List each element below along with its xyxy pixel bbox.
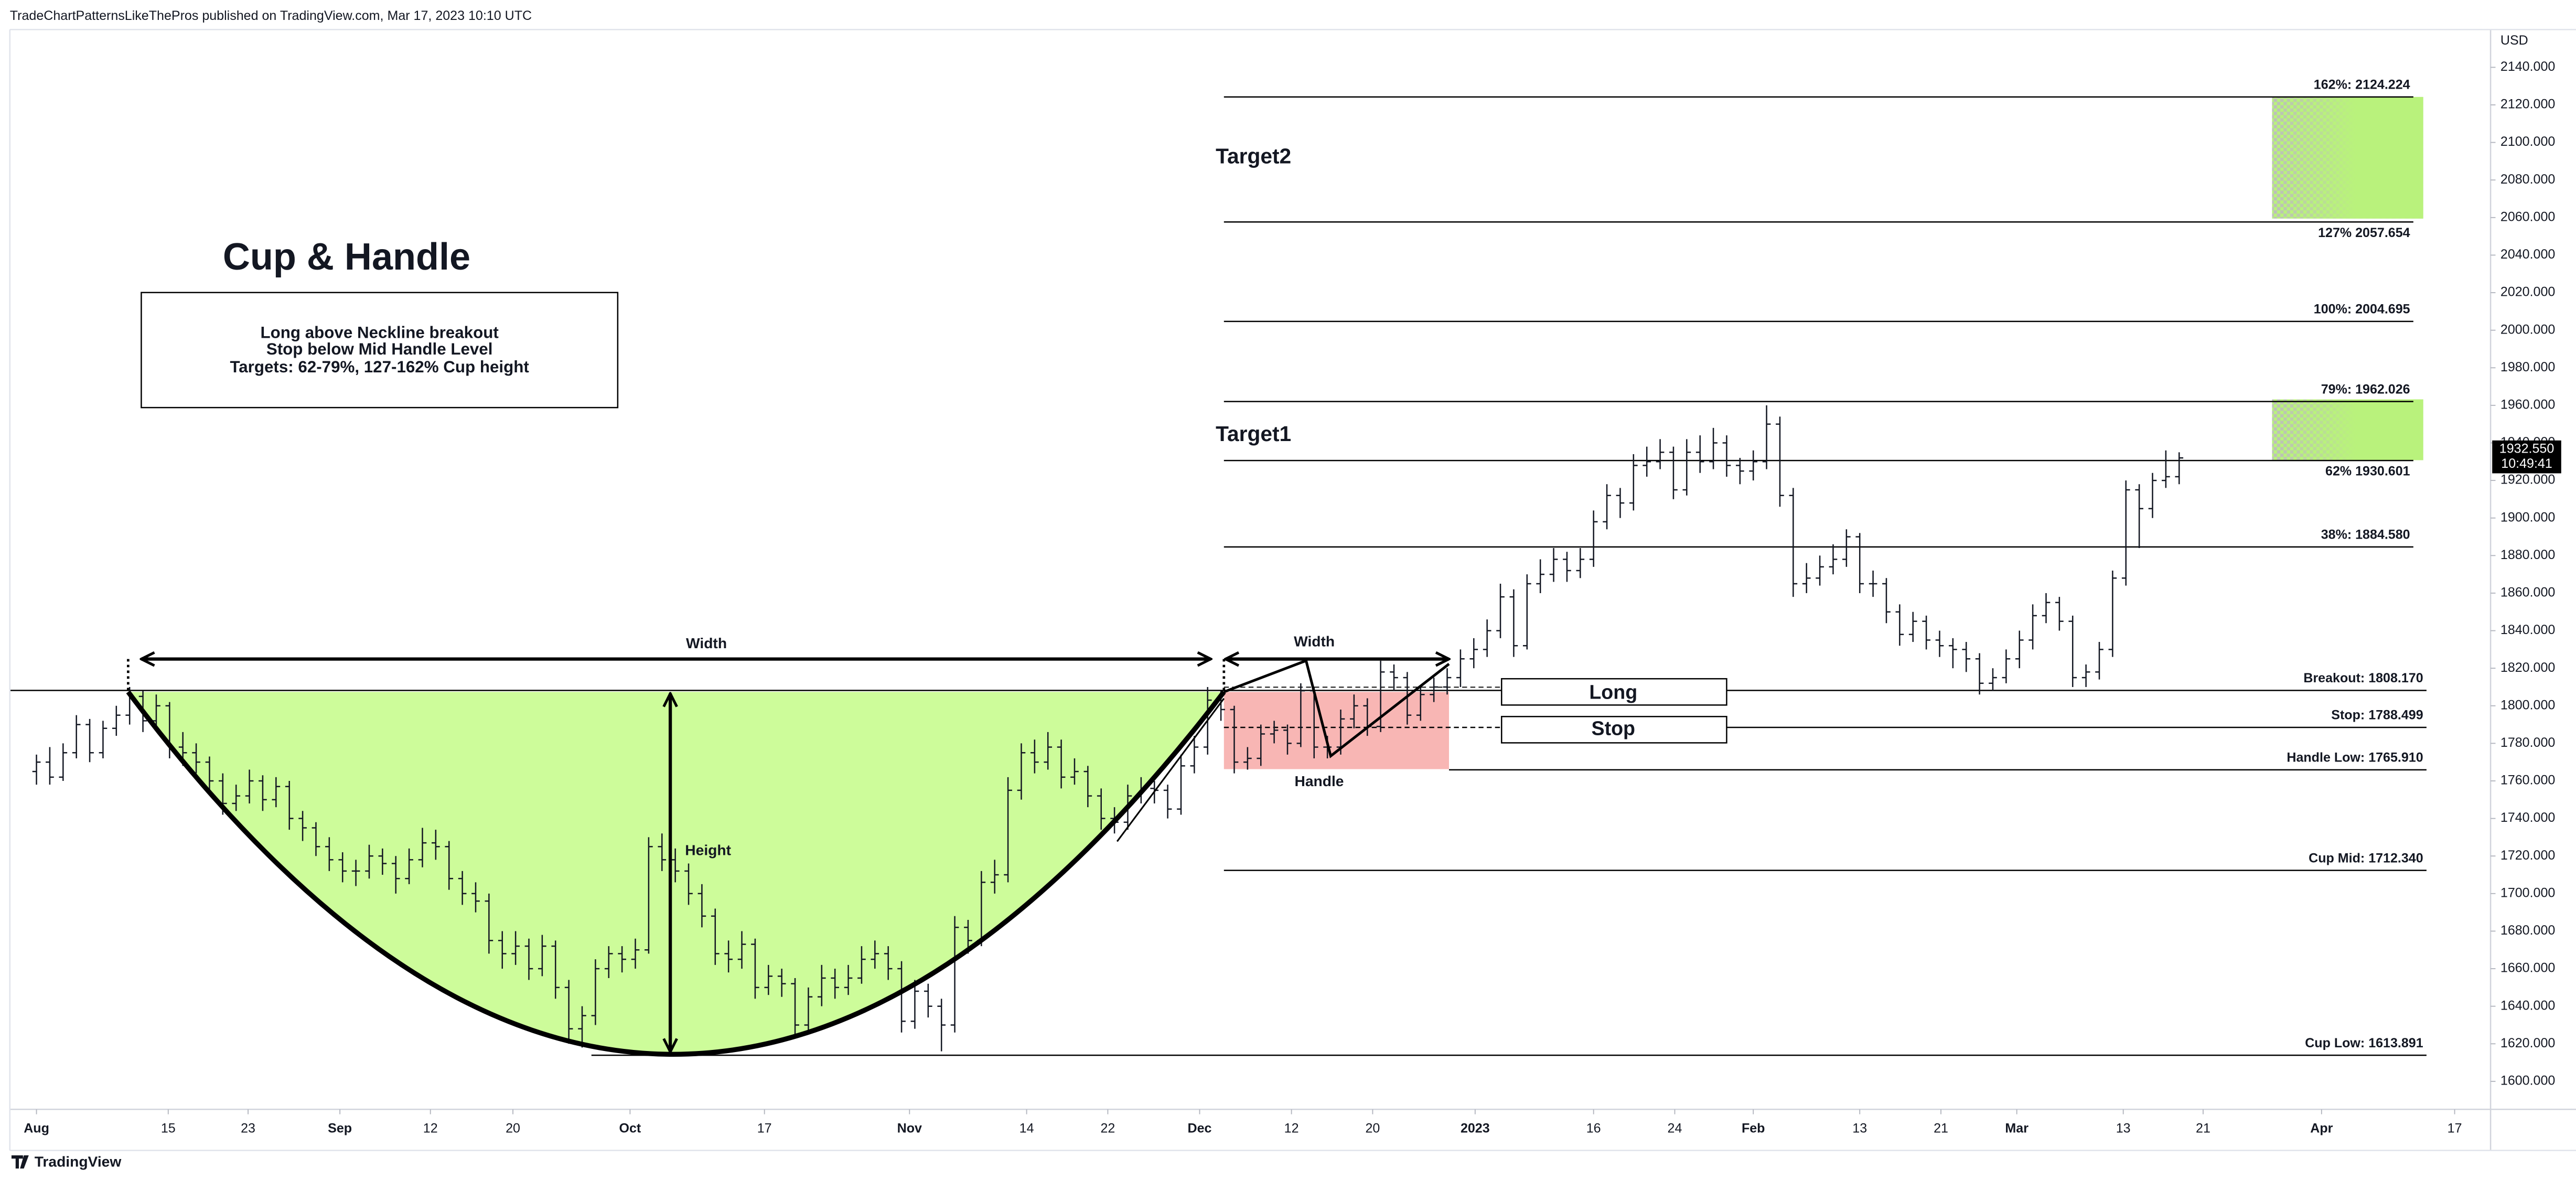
x-tick-label: 13: [1852, 1121, 1867, 1135]
annotation: Stop: [1592, 717, 1635, 739]
level-label: Handle Low: 1765.910: [2287, 750, 2423, 765]
y-tick-label: 1700.000: [2500, 885, 2555, 900]
x-tick-label: Dec: [1188, 1121, 1212, 1135]
x-tick-label: 16: [1586, 1121, 1601, 1135]
x-tick-label: Apr: [2310, 1121, 2333, 1135]
footer: TradingView: [35, 1153, 122, 1170]
y-tick-label: 1900.000: [2500, 510, 2555, 524]
x-tick-label: 13: [2116, 1121, 2131, 1135]
y-tick-label: 2140.000: [2500, 59, 2555, 74]
y-tick-label: 2000.000: [2500, 322, 2555, 337]
level-label: 100%: 2004.695: [2314, 302, 2410, 317]
x-tick-label: 17: [2448, 1121, 2462, 1135]
x-tick-label: 22: [1100, 1121, 1115, 1135]
x-tick-label: 2023: [1461, 1121, 1490, 1135]
x-tick-label: Oct: [619, 1121, 641, 1135]
level-label: Cup Mid: 1712.340: [2309, 851, 2423, 865]
y-tick-label: 2060.000: [2500, 209, 2555, 224]
x-tick-label: Feb: [1742, 1121, 1765, 1135]
y-tick-label: 1660.000: [2500, 961, 2555, 975]
y-tick-label: 1840.000: [2500, 623, 2555, 637]
x-tick-label: Aug: [24, 1121, 49, 1135]
y-tick-label: 1620.000: [2500, 1036, 2555, 1050]
y-tick-label: 2040.000: [2500, 247, 2555, 262]
y-tick-label: 1800.000: [2500, 698, 2555, 712]
chart-title: Cup & Handle: [223, 236, 470, 278]
level-label: Cup Low: 1613.891: [2305, 1036, 2423, 1050]
last-price: 1932.550: [2499, 442, 2554, 456]
y-tick-label: 2100.000: [2500, 134, 2555, 149]
y-tick-label: 2080.000: [2500, 172, 2555, 187]
stop-box: [1500, 716, 1727, 744]
x-tick-label: 14: [1019, 1121, 1034, 1135]
x-tick-label: 23: [241, 1121, 255, 1135]
x-tick-label: 21: [1934, 1121, 1948, 1135]
y-tick-label: 1720.000: [2500, 848, 2555, 863]
y-tick-label: 1880.000: [2500, 548, 2555, 562]
x-tick-label: 21: [2196, 1121, 2210, 1135]
level-label: Breakout: 1808.170: [2303, 671, 2423, 685]
x-tick-label: 20: [506, 1121, 520, 1135]
x-tick-label: Mar: [2005, 1121, 2028, 1135]
y-tick-label: 1960.000: [2500, 398, 2555, 412]
x-tick-label: Sep: [328, 1121, 352, 1135]
y-tick-label: 1980.000: [2500, 360, 2555, 374]
price-bars: [32, 405, 2184, 1052]
y-tick-label: 1820.000: [2500, 660, 2555, 675]
y-tick-label: 1740.000: [2500, 810, 2555, 825]
currency: USD: [2500, 33, 2528, 48]
y-tick-label: 1640.000: [2500, 998, 2555, 1013]
y-tick-label: 2120.000: [2500, 97, 2555, 112]
levels: 162%: 2124.224 127% 2057.654 100%: 2004.69…: [9, 78, 2427, 1056]
axes: 1600.000 1620.000 1640.000 1660.000 1680.000…: [24, 59, 2561, 1135]
annotation: Target1: [1216, 422, 1291, 446]
y-tick-label: 1680.000: [2500, 923, 2555, 938]
level-label: 38%: 1884.580: [2321, 528, 2410, 542]
note-box: [141, 292, 619, 409]
note: Long above Neckline breakout: [260, 323, 499, 341]
annotation: Target2: [1216, 144, 1291, 168]
footer-logo: [11, 1155, 29, 1169]
x-tick-label: 12: [1284, 1121, 1299, 1135]
level-label: 62% 1930.601: [2325, 464, 2410, 479]
trend-line: [1116, 698, 1225, 842]
level-label: 127% 2057.654: [2318, 226, 2410, 240]
note: Targets: 62-79%, 127-162% Cup height: [230, 358, 529, 376]
x-tick-label: 17: [757, 1121, 772, 1135]
annotation: Handle: [1295, 773, 1344, 789]
long-box: [1500, 678, 1727, 706]
x-tick-label: 15: [161, 1121, 176, 1135]
y-tick-label: 1860.000: [2500, 585, 2555, 600]
target1-zone-fade: [2272, 399, 2423, 460]
header: TradeChartPatternsLikeThePros published …: [10, 8, 532, 23]
annotation: Height: [685, 842, 731, 859]
x-tick-label: 24: [1668, 1121, 1682, 1135]
annotation: Width: [1294, 633, 1335, 650]
annotation: Long: [1589, 681, 1637, 703]
level-label: Stop: 1788.499: [2331, 708, 2423, 723]
x-tick-label: 20: [1365, 1121, 1380, 1135]
x-tick-label: Nov: [897, 1121, 922, 1135]
y-tick-label: 1600.000: [2500, 1074, 2555, 1088]
note: Stop below Mid Handle Level: [266, 340, 493, 358]
countdown: 10:49:41: [2501, 456, 2552, 471]
y-tick-label: 2020.000: [2500, 285, 2555, 299]
level-label: 79%: 1962.026: [2321, 382, 2410, 396]
handle-zone: [1223, 692, 1449, 769]
level-label: 162%: 2124.224: [2314, 78, 2410, 92]
drawings: [126, 292, 1727, 1057]
y-tick-label: 1760.000: [2500, 773, 2555, 788]
y-tick-label: 1780.000: [2500, 735, 2555, 750]
x-tick-label: 12: [423, 1121, 438, 1135]
cup-curve: [126, 690, 1226, 1057]
last-price-tag: [2492, 440, 2561, 474]
handle-zigzag: [1223, 659, 1450, 758]
annotation: Width: [686, 635, 727, 651]
target2-zone-fade: [2272, 96, 2423, 219]
y-tick-label: 1920.000: [2500, 473, 2555, 487]
